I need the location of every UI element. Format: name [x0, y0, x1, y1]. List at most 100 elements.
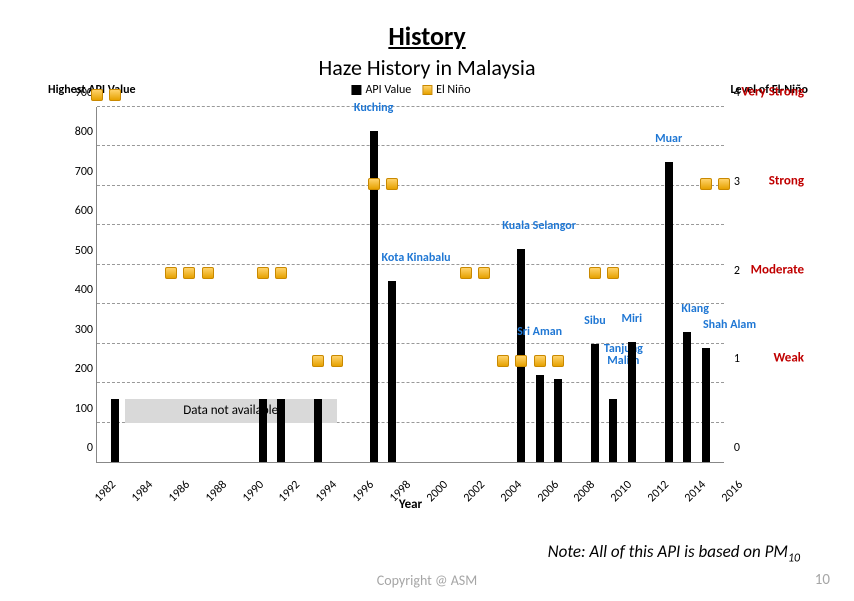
elnino-marker — [718, 178, 730, 190]
x-tick: 2002 — [461, 478, 488, 505]
bar — [314, 399, 322, 462]
elnino-marker — [275, 267, 287, 279]
bar-label: Shah Alam — [703, 318, 756, 332]
slide-title: History — [40, 20, 814, 52]
gridline — [97, 106, 724, 107]
x-tick: 1996 — [350, 478, 377, 505]
elnino-marker — [552, 355, 564, 367]
page-number: 10 — [815, 571, 830, 589]
elnino-marker — [202, 267, 214, 279]
y1-tick: 200 — [63, 362, 93, 376]
x-tick: 2008 — [571, 478, 598, 505]
copyright: Copyright @ ASM — [377, 572, 477, 589]
legend: API Value El Niño — [351, 83, 470, 97]
data-not-available-box: Data not available — [125, 399, 337, 423]
x-tick: 2006 — [535, 478, 562, 505]
elnino-marker — [607, 267, 619, 279]
elnino-marker — [589, 267, 601, 279]
legend-label-api: API Value — [365, 83, 411, 97]
x-tick: 1990 — [239, 478, 266, 505]
x-tick: 2014 — [682, 478, 709, 505]
elnino-marker — [700, 178, 712, 190]
gridline — [97, 185, 724, 186]
y1-tick: 800 — [63, 125, 93, 139]
elnino-marker — [109, 89, 121, 101]
bar — [683, 332, 691, 462]
bar — [259, 399, 267, 462]
y2-tick: 4 — [734, 86, 740, 100]
elnino-marker — [478, 267, 490, 279]
footnote: Note: All of this API is based on PM10 — [548, 541, 800, 565]
x-tick: 1988 — [203, 478, 230, 505]
y2-tick: 3 — [734, 175, 740, 189]
x-tick: 1984 — [129, 478, 156, 505]
legend-swatch-api — [351, 85, 361, 95]
gridline — [97, 303, 724, 304]
elnino-marker — [331, 355, 343, 367]
x-tick: 2016 — [719, 478, 746, 505]
footnote-sub: 10 — [788, 551, 800, 565]
y1-tick: 500 — [63, 244, 93, 258]
bar-label: Kuala Selangor — [502, 219, 576, 233]
bar-label: Kuching — [354, 101, 393, 115]
bar — [388, 281, 396, 462]
x-tick: 2004 — [498, 478, 525, 505]
elnino-marker — [165, 267, 177, 279]
bar-label: Muar — [655, 132, 682, 146]
x-tick: 1982 — [92, 478, 119, 505]
plot-area: Year 010020030040050060070080090001Weak2… — [96, 107, 724, 463]
bar-label: TanjungMalim — [604, 343, 643, 367]
legend-label-elnino: El Niño — [436, 83, 470, 97]
x-tick: 2010 — [608, 478, 635, 505]
y1-tick: 600 — [63, 204, 93, 218]
bar — [665, 162, 673, 462]
y2-level-label: Strong — [769, 173, 804, 188]
legend-swatch-elnino — [422, 85, 432, 95]
gridline — [97, 145, 724, 146]
y2-level-label: Very Strong — [741, 85, 804, 100]
y2-tick: 1 — [734, 352, 740, 366]
elnino-marker — [497, 355, 509, 367]
bar — [628, 342, 636, 462]
x-tick: 1992 — [276, 478, 303, 505]
slide-subtitle: Haze History in Malaysia — [40, 54, 814, 81]
x-tick: 1994 — [313, 478, 340, 505]
bar-label: Klang — [681, 302, 709, 316]
bar-label: Kota Kinabalu — [381, 251, 450, 265]
y1-tick: 400 — [63, 283, 93, 297]
y2-level-label: Weak — [773, 351, 804, 366]
elnino-marker — [460, 267, 472, 279]
bar — [554, 379, 562, 462]
elnino-marker — [386, 178, 398, 190]
elnino-marker — [368, 178, 380, 190]
y2-level-label: Moderate — [751, 262, 804, 277]
bar-label: Miri — [621, 312, 642, 326]
x-tick: 2012 — [645, 478, 672, 505]
bar — [277, 399, 285, 462]
footnote-text: Note: All of this API is based on PM — [548, 541, 788, 562]
elnino-marker — [312, 355, 324, 367]
y2-tick: 0 — [734, 441, 740, 455]
bar-label: Sri Aman — [517, 325, 562, 339]
x-tick: 2000 — [424, 478, 451, 505]
y1-tick: 100 — [63, 402, 93, 416]
y1-tick: 900 — [63, 86, 93, 100]
y1-tick: 700 — [63, 165, 93, 179]
x-tick: 1986 — [166, 478, 193, 505]
bar — [111, 399, 119, 462]
elnino-marker — [515, 355, 527, 367]
y1-tick: 0 — [63, 441, 93, 455]
bar — [609, 399, 617, 462]
y1-tick: 300 — [63, 323, 93, 337]
y2-tick: 2 — [734, 264, 740, 278]
elnino-marker — [534, 355, 546, 367]
bar-label: Sibu — [584, 314, 606, 328]
bar — [536, 375, 544, 462]
chart: Highest API Value Level of El-Niño API V… — [48, 99, 774, 519]
bar — [702, 348, 710, 462]
elnino-marker — [91, 89, 103, 101]
slide: History Haze History in Malaysia Highest… — [0, 0, 854, 601]
elnino-marker — [257, 267, 269, 279]
elnino-marker — [183, 267, 195, 279]
bar — [591, 344, 599, 462]
